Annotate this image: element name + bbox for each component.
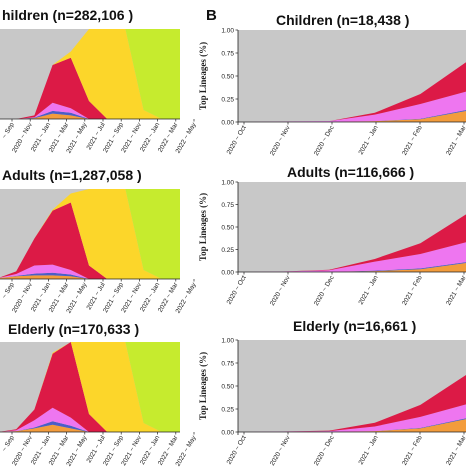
x-tick-label: 2021 ~ Jan xyxy=(357,124,379,156)
y-tick-label: 1.00 xyxy=(221,179,234,186)
x-tick-label: 2020 ~ Nov xyxy=(269,434,292,467)
area-series-0 xyxy=(0,113,180,119)
y-tick-label: 0.50 xyxy=(221,224,234,231)
x-tick-label: 2021 ~ Feb xyxy=(401,274,424,306)
y-tick-label: 0.25 xyxy=(221,247,234,254)
area-series-3 xyxy=(0,342,180,432)
area-series-2 xyxy=(238,91,466,122)
chart-panel-b-adults: Adults (n=116,666 ) 0.00 0.25 0.50 0.75 1.00 T… xyxy=(198,164,468,307)
x-tick-label: 2021 ~ Feb xyxy=(401,124,424,156)
x-tick-label: 2020 ~ Oct xyxy=(226,274,248,305)
x-tick-label: ~ Sep xyxy=(1,281,16,300)
x-tick-label: 2020 ~ Dec xyxy=(313,274,336,307)
x-tick-label: 2021 ~ Feb xyxy=(401,434,424,466)
area-series-0 xyxy=(238,419,466,432)
y-tick-label: 0.75 xyxy=(221,360,234,367)
area-series-3 xyxy=(0,202,180,279)
area-series-5 xyxy=(0,189,180,279)
chart-panel-b-children: Children (n=18,438 ) 0.00 0.25 0.50 0.75 1.00… xyxy=(198,12,468,157)
y-tick-label: 0.75 xyxy=(221,202,234,209)
area-layers xyxy=(238,62,466,122)
y-tick-label: 0.00 xyxy=(221,119,234,126)
y-tick-label: 1.00 xyxy=(221,27,234,34)
y-tick-label: 0.00 xyxy=(221,429,234,436)
chart-title: Children (n=18,438 ) xyxy=(276,12,409,28)
x-tick-label: 2021 ~ Mar xyxy=(445,124,468,157)
x-tick-label: 2020 ~ Nov xyxy=(269,124,292,157)
y-tick-label: 0.00 xyxy=(221,269,234,276)
y-tick-label: 0.50 xyxy=(221,73,234,80)
x-tick-label: 2021 ~ Jan xyxy=(357,434,379,466)
chart-title: Elderly (n=16,661 ) xyxy=(293,318,416,334)
area-series-5 xyxy=(0,342,180,432)
area-series-3 xyxy=(238,374,466,432)
chart-title: Adults (n=1,287,058 ) xyxy=(2,167,142,183)
area-series-2 xyxy=(0,264,180,279)
area-layers xyxy=(0,29,180,119)
x-tick-label: 2020 ~ Nov xyxy=(269,274,292,307)
area-series-0 xyxy=(238,263,466,272)
area-layers xyxy=(0,189,180,279)
area-series-5 xyxy=(0,29,180,119)
x-tick-label: 2020 ~ Oct xyxy=(226,434,248,465)
x-tick-label: 2021 ~ Mar xyxy=(445,434,468,467)
y-axis-label: Top Lineages (%) xyxy=(198,352,208,420)
x-tick-label: 2021 ~ Jan xyxy=(357,274,379,306)
y-tick-label: 0.25 xyxy=(221,96,234,103)
chart-title: Elderly (n=170,633 ) xyxy=(8,321,139,337)
chart-panel-b-elderly: Elderly (n=16,661 ) 0.00 0.25 0.50 0.75 1.00 T… xyxy=(198,318,468,467)
area-series-3 xyxy=(0,57,180,119)
area-series-4 xyxy=(0,342,180,432)
area-layers xyxy=(238,374,466,432)
x-tick-label: ~ Sep xyxy=(1,121,16,140)
chart-title: hildren (n=282,106 ) xyxy=(2,7,133,23)
area-layers xyxy=(0,342,180,432)
area-series-0 xyxy=(0,275,180,279)
area-series-1 xyxy=(0,272,180,279)
y-tick-label: 1.00 xyxy=(221,337,234,344)
area-series-1 xyxy=(0,421,180,432)
y-axis-label: Top Lineages (%) xyxy=(198,193,208,261)
y-tick-label: 0.25 xyxy=(221,406,234,413)
y-tick-label: 0.75 xyxy=(221,50,234,57)
area-series-1 xyxy=(238,262,466,272)
area-series-4 xyxy=(0,29,180,119)
x-tick-label: 2020 ~ Dec xyxy=(313,124,336,157)
x-tick-label: 2020 ~ Oct xyxy=(226,124,248,155)
area-series-0 xyxy=(238,110,466,122)
y-axis-label: Top Lineages (%) xyxy=(198,42,208,110)
y-tick-label: 0.50 xyxy=(221,383,234,390)
area-layers xyxy=(238,214,466,272)
area-series-0 xyxy=(0,424,180,432)
panel-letter-b: B xyxy=(206,7,217,24)
area-series-2 xyxy=(238,404,466,432)
x-tick-label: 2020 ~ Dec xyxy=(313,434,336,467)
area-series-3 xyxy=(238,214,466,272)
area-series-4 xyxy=(0,189,180,279)
area-series-2 xyxy=(238,242,466,272)
area-series-2 xyxy=(0,407,180,432)
x-tick-label: 2021 ~ Mar xyxy=(445,274,468,307)
x-tick-label: ~ Sep xyxy=(1,434,16,453)
panels-group: hildren (n=282,106 ) ~ Sep 2020 ~ Nov 2021 … xyxy=(0,7,468,468)
chart-title: Adults (n=116,666 ) xyxy=(287,164,414,180)
